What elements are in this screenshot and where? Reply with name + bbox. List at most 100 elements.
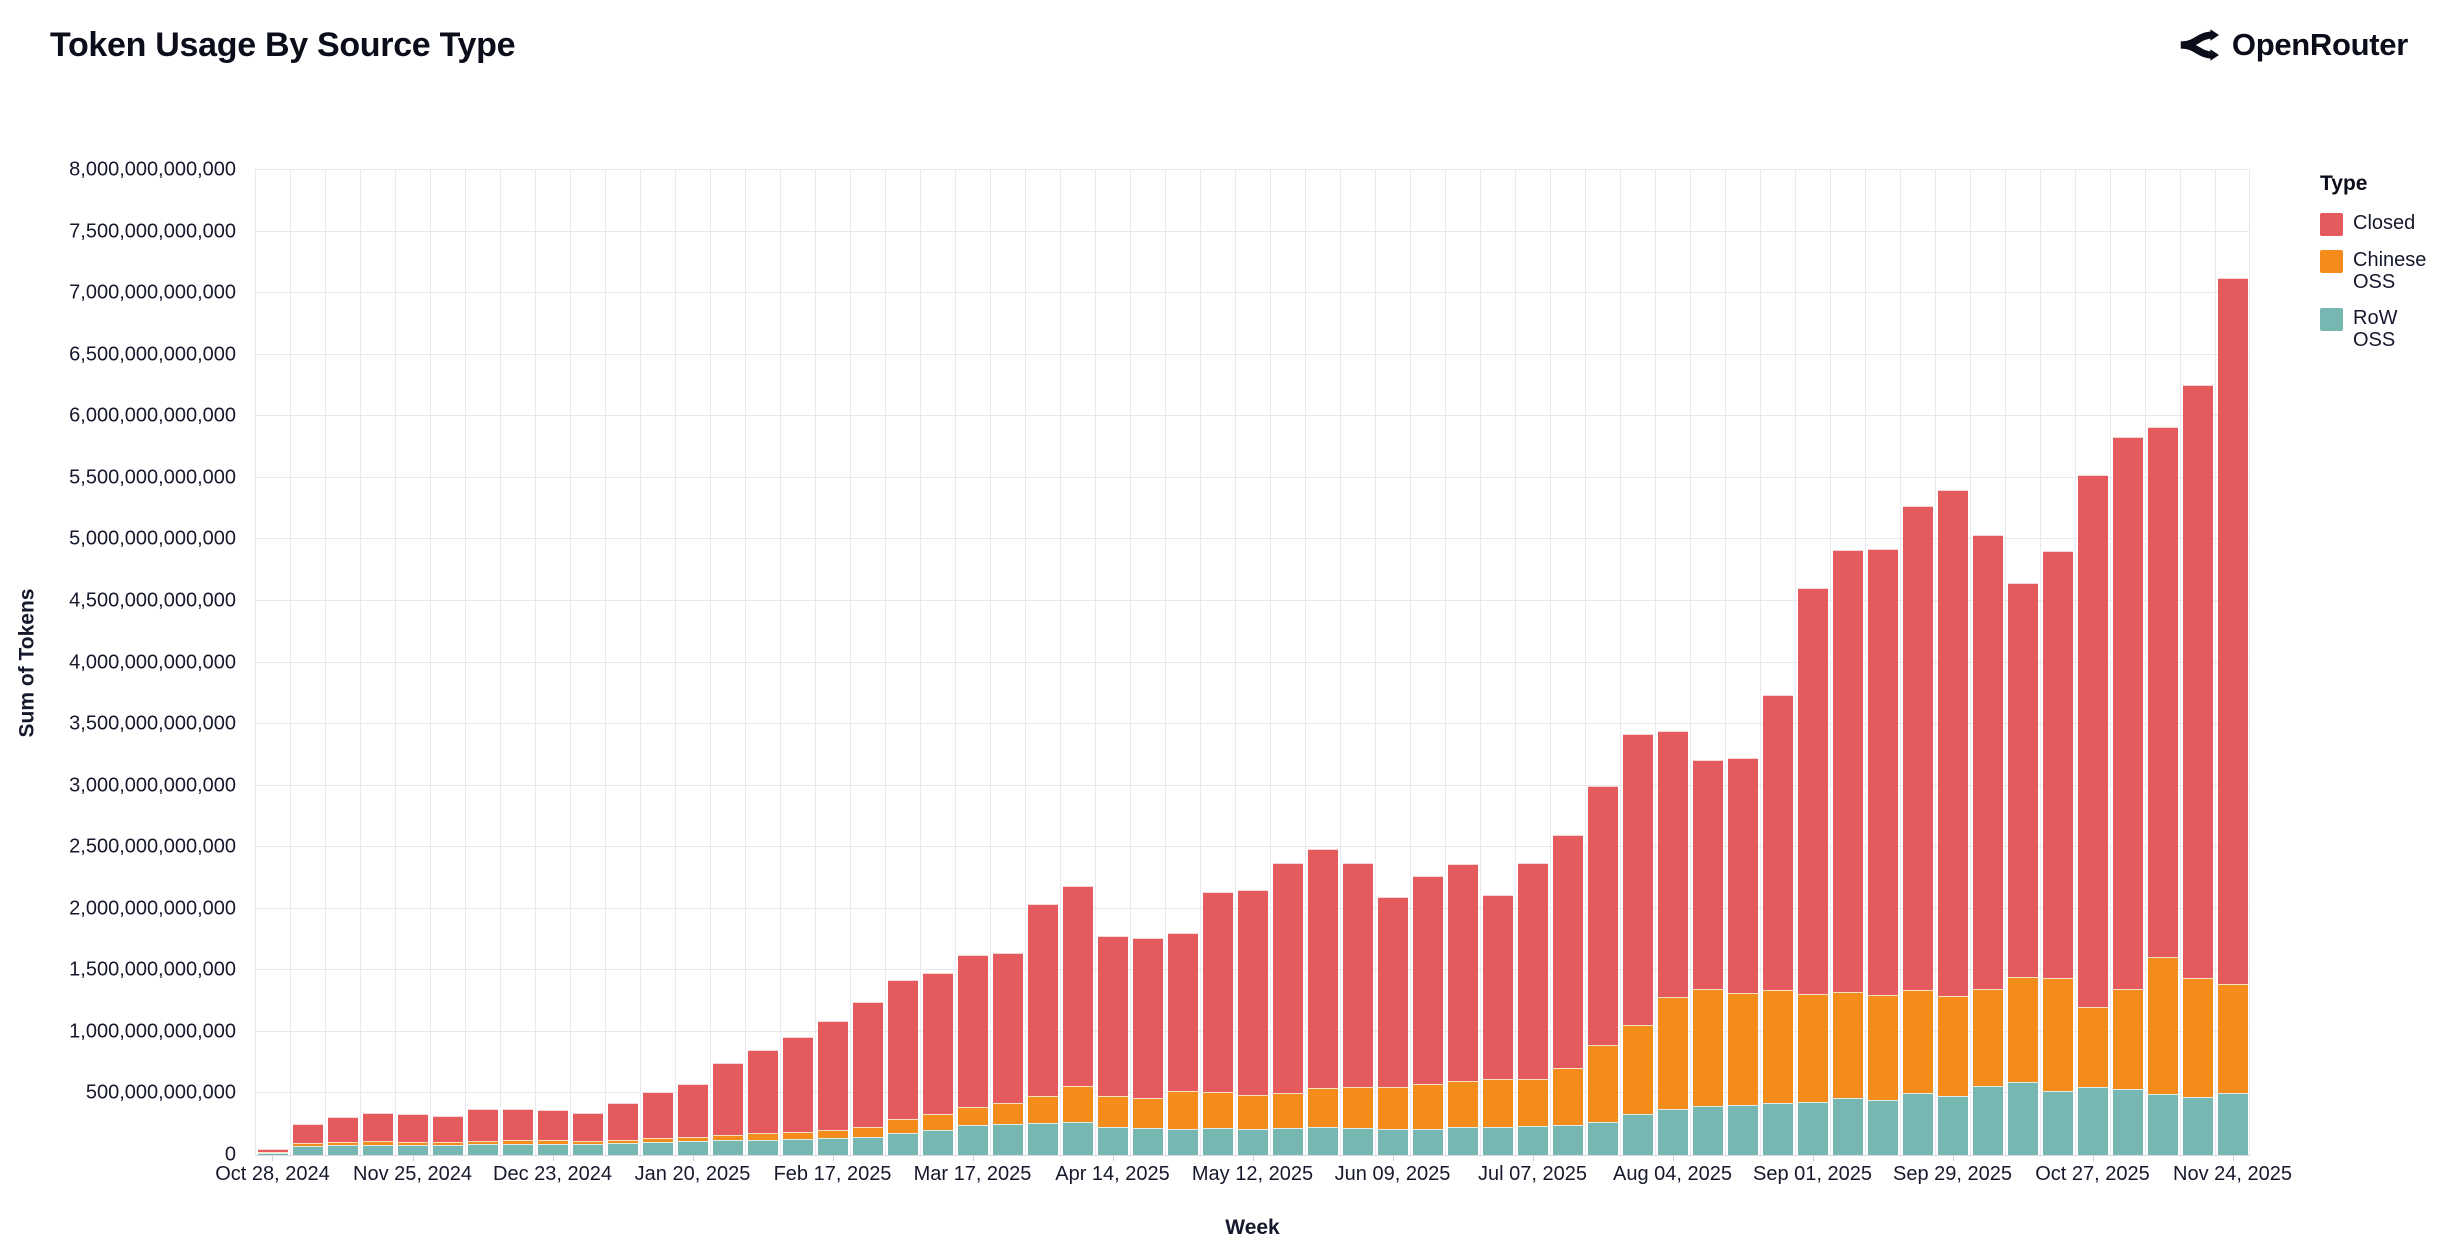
bar-segment-closed[interactable] bbox=[1623, 733, 1653, 1025]
bar-segment-closed[interactable] bbox=[748, 1049, 778, 1134]
bar-segment-row-oss[interactable] bbox=[2043, 1090, 2073, 1155]
bar-segment-closed[interactable] bbox=[503, 1108, 533, 1141]
bar-segment-chinese-oss[interactable] bbox=[1448, 1080, 1478, 1128]
bar-segment-closed[interactable] bbox=[1168, 933, 1198, 1091]
bar-segment-chinese-oss[interactable] bbox=[2043, 977, 2073, 1091]
bar[interactable] bbox=[2043, 170, 2073, 1155]
bar-segment-row-oss[interactable] bbox=[468, 1144, 498, 1155]
bar[interactable] bbox=[853, 170, 883, 1155]
bar-segment-row-oss[interactable] bbox=[1903, 1093, 1933, 1155]
bar-segment-closed[interactable] bbox=[608, 1102, 638, 1140]
bar-segment-closed[interactable] bbox=[678, 1083, 708, 1137]
bar[interactable] bbox=[1168, 170, 1198, 1155]
bar-segment-closed[interactable] bbox=[1658, 730, 1688, 998]
bar-segment-chinese-oss[interactable] bbox=[2113, 989, 2143, 1089]
bar-segment-closed[interactable] bbox=[1273, 862, 1303, 1094]
bar-segment-row-oss[interactable] bbox=[1693, 1105, 1723, 1155]
bar-segment-row-oss[interactable] bbox=[993, 1123, 1023, 1155]
bar-segment-chinese-oss[interactable] bbox=[1273, 1093, 1303, 1128]
bar-segment-row-oss[interactable] bbox=[923, 1130, 953, 1155]
bar-segment-row-oss[interactable] bbox=[398, 1144, 428, 1155]
bar-segment-chinese-oss[interactable] bbox=[748, 1133, 778, 1140]
bar-segment-closed[interactable] bbox=[1098, 936, 1128, 1096]
bar-segment-chinese-oss[interactable] bbox=[1483, 1078, 1513, 1127]
bar-segment-closed[interactable] bbox=[573, 1112, 603, 1141]
bar-segment-chinese-oss[interactable] bbox=[1133, 1097, 1163, 1128]
bar-segment-closed[interactable] bbox=[888, 979, 918, 1120]
bar[interactable] bbox=[2183, 170, 2213, 1155]
bar-segment-closed[interactable] bbox=[818, 1020, 848, 1131]
bar-segment-row-oss[interactable] bbox=[1203, 1127, 1233, 1155]
bar[interactable] bbox=[1238, 170, 1268, 1155]
bar-segment-row-oss[interactable] bbox=[258, 1152, 288, 1155]
bar-segment-row-oss[interactable] bbox=[783, 1139, 813, 1155]
bar-segment-chinese-oss[interactable] bbox=[1518, 1078, 1548, 1127]
bar-segment-row-oss[interactable] bbox=[2113, 1088, 2143, 1155]
bar-segment-closed[interactable] bbox=[2043, 550, 2073, 978]
bar[interactable] bbox=[1273, 170, 1303, 1155]
bar[interactable] bbox=[1378, 170, 1408, 1155]
bar[interactable] bbox=[818, 170, 848, 1155]
bar-segment-row-oss[interactable] bbox=[1028, 1123, 1058, 1155]
bar-segment-row-oss[interactable] bbox=[1658, 1108, 1688, 1155]
bar-segment-chinese-oss[interactable] bbox=[1098, 1095, 1128, 1127]
bar-segment-chinese-oss[interactable] bbox=[853, 1126, 883, 1137]
bar[interactable] bbox=[993, 170, 1023, 1155]
bar-segment-chinese-oss[interactable] bbox=[713, 1134, 743, 1141]
bar-segment-chinese-oss[interactable] bbox=[1693, 988, 1723, 1106]
bar-segment-chinese-oss[interactable] bbox=[2148, 956, 2178, 1094]
bar[interactable] bbox=[258, 170, 288, 1155]
bar[interactable] bbox=[1203, 170, 1233, 1155]
bar-segment-chinese-oss[interactable] bbox=[1868, 994, 1898, 1100]
bar[interactable] bbox=[1098, 170, 1128, 1155]
bar-segment-row-oss[interactable] bbox=[713, 1140, 743, 1155]
bar[interactable] bbox=[2078, 170, 2108, 1155]
bar-segment-row-oss[interactable] bbox=[1483, 1126, 1513, 1155]
bar-segment-row-oss[interactable] bbox=[328, 1145, 358, 1155]
bar-segment-closed[interactable] bbox=[713, 1062, 743, 1135]
bar-segment-row-oss[interactable] bbox=[1238, 1128, 1268, 1155]
bar[interactable] bbox=[503, 170, 533, 1155]
bar-segment-chinese-oss[interactable] bbox=[1308, 1087, 1338, 1128]
bar-segment-row-oss[interactable] bbox=[608, 1143, 638, 1155]
bar-segment-closed[interactable] bbox=[1343, 862, 1373, 1087]
bar-segment-closed[interactable] bbox=[258, 1148, 288, 1152]
bar[interactable] bbox=[398, 170, 428, 1155]
bar[interactable] bbox=[1413, 170, 1443, 1155]
bar-segment-chinese-oss[interactable] bbox=[1343, 1086, 1373, 1128]
bar-segment-closed[interactable] bbox=[1903, 506, 1933, 991]
bar-segment-chinese-oss[interactable] bbox=[293, 1143, 323, 1146]
bar-segment-closed[interactable] bbox=[1028, 903, 1058, 1096]
bar-segment-row-oss[interactable] bbox=[748, 1139, 778, 1155]
bar-segment-chinese-oss[interactable] bbox=[818, 1130, 848, 1139]
bar-segment-row-oss[interactable] bbox=[1553, 1124, 1583, 1155]
bar-segment-row-oss[interactable] bbox=[538, 1143, 568, 1155]
bar-segment-chinese-oss[interactable] bbox=[1553, 1067, 1583, 1125]
bar-segment-chinese-oss[interactable] bbox=[2218, 983, 2248, 1093]
bar[interactable] bbox=[433, 170, 463, 1155]
bar-segment-row-oss[interactable] bbox=[1588, 1121, 1618, 1155]
bar-segment-chinese-oss[interactable] bbox=[573, 1140, 603, 1145]
bar-segment-chinese-oss[interactable] bbox=[2008, 977, 2038, 1083]
bar[interactable] bbox=[1028, 170, 1058, 1155]
bar-segment-chinese-oss[interactable] bbox=[1973, 988, 2003, 1087]
bar[interactable] bbox=[573, 170, 603, 1155]
bar-segment-row-oss[interactable] bbox=[1308, 1127, 1338, 1155]
bar[interactable] bbox=[1133, 170, 1163, 1155]
bar-segment-row-oss[interactable] bbox=[1833, 1097, 1863, 1155]
bar-segment-row-oss[interactable] bbox=[958, 1125, 988, 1155]
bar-segment-closed[interactable] bbox=[433, 1116, 463, 1143]
bar[interactable] bbox=[1833, 170, 1863, 1155]
bar[interactable] bbox=[1448, 170, 1478, 1155]
bar-segment-closed[interactable] bbox=[1378, 896, 1408, 1087]
bar-segment-closed[interactable] bbox=[293, 1123, 323, 1144]
bar-segment-chinese-oss[interactable] bbox=[2078, 1007, 2108, 1087]
bar-segment-chinese-oss[interactable] bbox=[2183, 977, 2213, 1097]
bar[interactable] bbox=[1623, 170, 1653, 1155]
bar-segment-closed[interactable] bbox=[398, 1114, 428, 1142]
bar[interactable] bbox=[1553, 170, 1583, 1155]
bar-segment-chinese-oss[interactable] bbox=[888, 1119, 918, 1134]
bar-segment-row-oss[interactable] bbox=[1938, 1095, 1968, 1155]
bar-segment-row-oss[interactable] bbox=[503, 1143, 533, 1155]
bar-segment-row-oss[interactable] bbox=[1623, 1113, 1653, 1155]
